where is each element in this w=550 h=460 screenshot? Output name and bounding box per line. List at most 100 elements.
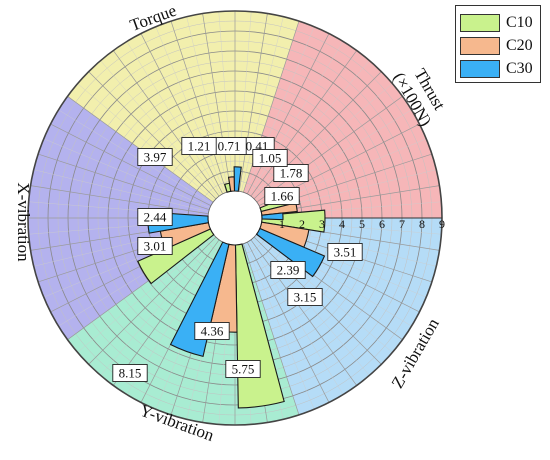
data-label-text: 3.97 [144, 150, 167, 165]
legend-swatch-c30 [460, 60, 500, 78]
radial-tick-label: 9 [439, 217, 445, 231]
data-label-c30: 3.51 [327, 243, 363, 261]
grid-spoke [113, 50, 220, 197]
radial-tick-label: 1 [279, 217, 285, 231]
data-label-c20: 2.39 [270, 261, 306, 279]
legend-swatch-c10 [460, 14, 500, 32]
grid-spoke [88, 71, 217, 200]
bar-c30-thrust [261, 212, 284, 221]
grid-spoke [50, 123, 212, 207]
bar-c30-z-vibration [255, 227, 326, 278]
data-label-c10: 3.97 [137, 148, 173, 166]
data-label-c20: 4.36 [194, 322, 230, 340]
grid-spoke [33, 169, 209, 212]
category-label-x-vibration: X-vibration [14, 182, 33, 262]
data-label-c30: 1.21 [181, 137, 217, 155]
radial-tick-label: 7 [399, 217, 405, 231]
grid-spoke [236, 11, 252, 192]
data-label-box [137, 148, 173, 166]
radial-tick-label: 4 [339, 217, 345, 231]
data-label-box [264, 187, 300, 205]
data-label-text: 1.78 [280, 166, 303, 181]
grid-spoke [241, 16, 284, 192]
legend-item-c30: C30 [460, 59, 533, 79]
data-label-c10: 3.15 [287, 288, 323, 306]
grid-spoke [155, 26, 225, 194]
legend-item-c20: C20 [460, 36, 533, 56]
data-label-c30: 1.05 [252, 149, 288, 167]
grid-spoke [113, 239, 220, 386]
grid-spoke [38, 153, 210, 210]
grid-spoke [255, 235, 393, 353]
data-label-c30: 5.75 [225, 360, 261, 378]
grid-spoke [126, 41, 222, 196]
legend-label-c10: C10 [506, 14, 533, 31]
grid-spoke [243, 243, 300, 415]
bars [137, 166, 326, 409]
bar-c30-y-vibration [169, 241, 230, 358]
radial-tick-label: 3 [319, 217, 325, 231]
data-label-c10: 1.66 [264, 187, 300, 205]
data-label-text: 2.39 [277, 263, 300, 278]
data-label-box [181, 137, 217, 155]
radial-tick-label: 5 [359, 217, 365, 231]
data-label-box [287, 288, 323, 306]
radial-tick-label: 2 [299, 217, 305, 231]
data-label-box [137, 237, 173, 255]
data-label-c20: 1.78 [273, 164, 309, 182]
data-label-c20: 2.44 [137, 208, 173, 226]
data-label-box [270, 261, 306, 279]
grid-spoke [77, 235, 215, 353]
grid-spoke [256, 96, 403, 203]
legend: C10 C20 C30 [455, 5, 541, 83]
grid-spoke [58, 109, 213, 205]
data-label-text: 3.51 [334, 245, 357, 260]
data-label-box [273, 164, 309, 182]
grid-spoke [218, 11, 234, 192]
data-label-box [112, 364, 148, 382]
grid-spoke [77, 83, 215, 201]
legend-swatch-c20 [460, 37, 500, 55]
data-label-text: 3.01 [144, 239, 167, 254]
legend-label-c20: C20 [506, 37, 533, 54]
data-label-box [327, 243, 363, 261]
legend-label-c30: C30 [506, 60, 533, 77]
grid-spoke [202, 13, 232, 192]
grid-spoke [88, 236, 217, 365]
center-hole [207, 190, 263, 246]
grid-spoke [100, 60, 218, 198]
data-label-text: 1.21 [188, 139, 211, 154]
grid-spoke [248, 41, 344, 196]
data-label-text: 8.15 [119, 366, 142, 381]
grid-spoke [250, 239, 357, 386]
grid-spoke [246, 241, 330, 403]
data-label-c10: 8.15 [112, 364, 148, 382]
data-label-text: 1.66 [271, 189, 294, 204]
data-label-box [252, 149, 288, 167]
data-label-box [137, 208, 173, 226]
grid-spoke [186, 16, 229, 192]
grid-spoke [250, 50, 357, 197]
grid-spoke [170, 21, 227, 193]
legend-item-c10: C10 [460, 13, 533, 33]
data-labels: 1.663.158.153.970.411.782.394.362.440.71… [112, 137, 363, 382]
grid-spoke [248, 240, 344, 395]
grid-spoke [30, 185, 209, 215]
radial-tick-label: 8 [419, 217, 425, 231]
grid-spoke [252, 60, 370, 198]
data-label-text: 1.05 [259, 151, 282, 166]
radial-tick-label: 6 [379, 217, 385, 231]
grid-spoke [246, 33, 330, 195]
grid-spoke [140, 33, 224, 195]
grid-spoke [43, 138, 211, 208]
data-label-text: 4.36 [201, 324, 224, 339]
grid-spoke [100, 238, 218, 376]
data-label-c20: 0.71 [211, 137, 247, 155]
bar-c30-torque [233, 166, 242, 192]
data-label-text: 5.75 [232, 362, 255, 377]
data-label-text: 0.71 [218, 139, 241, 154]
grid-spoke [238, 13, 268, 192]
data-label-text: 2.44 [144, 210, 167, 225]
